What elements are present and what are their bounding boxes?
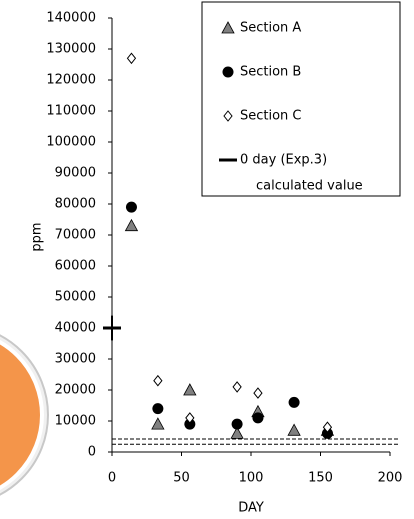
x-tick-label: 150 (308, 471, 333, 486)
circle-marker (152, 403, 164, 415)
x-tick-label: 200 (378, 471, 403, 486)
y-tick-label: 120000 (46, 73, 96, 88)
legend: Section A Section B Section C 0 day (Exp.3)… (219, 21, 363, 194)
y-tick-label: 0 (88, 445, 96, 460)
circle-marker (321, 427, 333, 439)
plot-area: 0 10000 20000 30000 40000 50000 60000 70000 8000… (46, 11, 402, 486)
y-tick-label: 90000 (55, 166, 96, 181)
triangle-marker (151, 417, 165, 430)
triangle-marker (287, 423, 301, 436)
triangle-marker (221, 21, 235, 34)
x-tick-label: 0 (108, 471, 116, 486)
legend-label: Section A (240, 21, 301, 36)
diamond-marker (322, 421, 333, 434)
y-tick-label: 30000 (55, 352, 96, 367)
legend-label: Section B (240, 65, 301, 80)
circle-marker (184, 418, 196, 430)
y-tick-label: 70000 (55, 228, 96, 243)
diamond-marker (153, 374, 163, 387)
circle-marker (252, 412, 264, 424)
diamond-marker (232, 381, 242, 393)
y-tick-label: 10000 (55, 414, 96, 429)
diamond-marker (253, 387, 263, 399)
y-tick-label: 20000 (55, 383, 96, 398)
diamond-marker (223, 110, 233, 122)
circle-marker (288, 396, 300, 408)
circle-marker (125, 201, 137, 213)
y-tick-label: 60000 (55, 259, 96, 274)
x-tick-label: 50 (173, 471, 190, 486)
diamond-marker (185, 412, 195, 424)
triangle-marker (183, 383, 197, 396)
legend-label: Section C (240, 109, 302, 124)
y-tick-label: 110000 (46, 104, 96, 119)
y-tick-label: 130000 (46, 42, 96, 57)
y-tick-label: 140000 (46, 11, 96, 26)
y-tick-label: 80000 (55, 197, 96, 212)
circle-marker (222, 66, 234, 78)
x-axis-label: DAY (238, 501, 264, 516)
x-tick-label: 100 (239, 471, 264, 486)
circle-marker (231, 418, 243, 430)
y-tick-label: 100000 (46, 135, 96, 150)
legend-box (201, 1, 401, 197)
y-axis-label: ppm (30, 222, 45, 251)
diamond-marker (126, 52, 137, 65)
triangle-marker (124, 218, 139, 232)
y-tick-label: 40000 (55, 321, 96, 336)
triangle-marker (230, 426, 244, 439)
legend-label: 0 day (Exp.3) (240, 153, 327, 168)
legend-note: calculated value (256, 179, 363, 194)
decor-ellipse (0, 339, 44, 491)
y-tick-label: 50000 (55, 290, 96, 305)
